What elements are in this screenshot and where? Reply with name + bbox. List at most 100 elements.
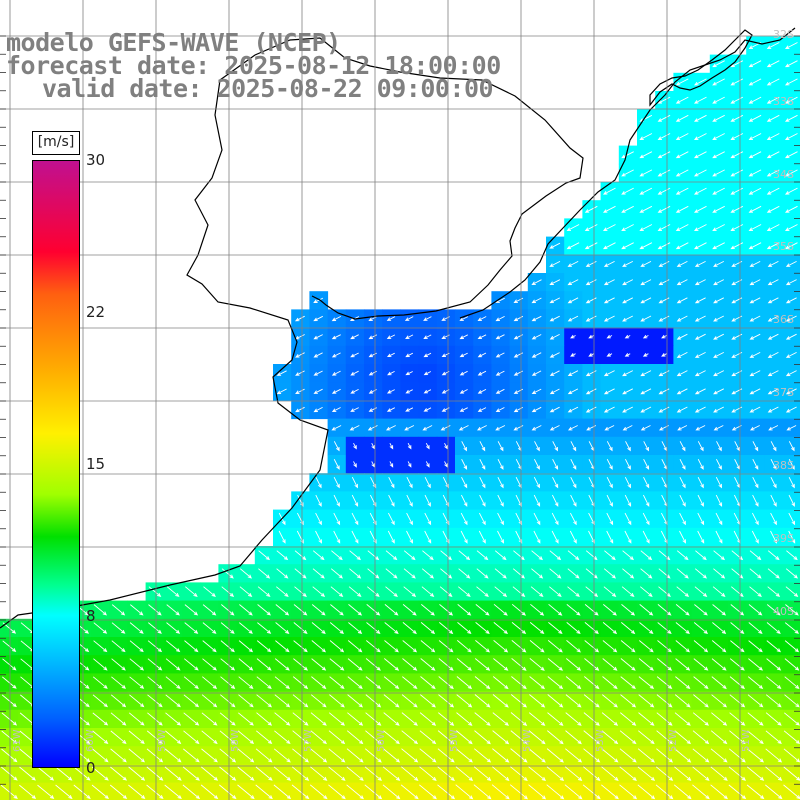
wind-arrow <box>346 748 364 763</box>
wind-arrow <box>424 530 432 544</box>
wind-arrow <box>273 784 292 800</box>
wind-arrow <box>602 224 616 231</box>
lon-label: 60W <box>85 729 96 752</box>
wind-arrow <box>350 352 359 358</box>
wind-arrow <box>383 748 401 763</box>
wind-arrow <box>622 315 634 322</box>
wind-arrow <box>692 730 710 745</box>
wind-arrow <box>312 550 325 561</box>
wind-arrow <box>385 425 396 431</box>
wind-arrow <box>202 676 218 689</box>
wind-arrow <box>676 333 688 340</box>
wind-arrow <box>766 676 782 689</box>
wind-arrow <box>751 530 759 544</box>
wind-arrow <box>658 568 671 579</box>
wind-arrow <box>438 658 454 671</box>
wind-arrow <box>511 603 527 616</box>
wind-arrow <box>293 658 309 671</box>
wind-arrow <box>713 351 725 358</box>
wind-arrow <box>221 568 234 579</box>
wind-arrow <box>546 748 564 763</box>
wind-arrow <box>386 316 396 321</box>
wind-arrow <box>405 352 414 358</box>
wind-arrow <box>258 550 270 561</box>
wind-arrow <box>567 297 579 304</box>
wind-arrow <box>312 586 326 597</box>
wind-arrow <box>694 315 706 322</box>
wind-arrow <box>639 151 653 159</box>
wind-arrow <box>350 388 359 394</box>
wind-arrow <box>785 370 797 377</box>
wind-arrow <box>333 512 341 526</box>
wind-arrow <box>274 676 291 689</box>
wind-arrow <box>495 315 505 322</box>
wind-arrow <box>458 568 471 579</box>
wind-arrow <box>274 694 291 708</box>
wind-arrow <box>492 730 510 745</box>
wind-speed-field <box>0 36 800 800</box>
wind-arrow <box>567 315 579 322</box>
wind-arrow <box>784 712 800 726</box>
wind-arrow <box>164 784 182 800</box>
wind-arrow <box>386 407 396 412</box>
wind-arrow <box>438 694 455 708</box>
wind-arrow <box>312 568 325 579</box>
wind-arrow <box>421 604 435 616</box>
wind-arrow <box>565 676 582 690</box>
wind-arrow <box>551 530 559 544</box>
wind-arrow <box>403 586 417 597</box>
wind-arrow <box>146 784 164 800</box>
wind-arrow <box>422 550 434 561</box>
wind-arrow <box>220 676 236 689</box>
wind-arrow <box>712 114 725 122</box>
wind-arrow <box>367 586 380 597</box>
wind-arrow <box>276 550 289 561</box>
wind-arrow <box>730 622 745 634</box>
wind-arrow <box>728 748 746 763</box>
wind-arrow <box>639 622 654 634</box>
wind-arrow <box>423 334 432 339</box>
wind-arrow <box>584 658 600 671</box>
wind-arrow <box>402 676 418 690</box>
wind-arrow <box>549 425 560 431</box>
wind-arrow <box>368 370 377 376</box>
wind-arrow <box>238 694 254 708</box>
wind-arrow <box>570 441 577 452</box>
wind-arrow <box>585 388 597 395</box>
wind-arrow <box>570 353 576 357</box>
wind-arrow <box>766 205 780 213</box>
wind-arrow <box>419 712 437 726</box>
wind-arrow <box>676 260 688 267</box>
wind-arrow <box>729 676 746 690</box>
wind-arrow <box>749 333 761 340</box>
wind-arrow <box>294 550 307 561</box>
wind-arrow <box>534 441 540 452</box>
wind-arrow <box>713 550 725 561</box>
wind-arrow <box>331 425 342 431</box>
wind-arrow <box>313 334 323 340</box>
valid-date: valid date: 2025-08-22 09:00:00 <box>42 74 494 103</box>
wind-arrow <box>329 622 344 634</box>
wind-arrow <box>747 712 764 726</box>
wind-arrow <box>606 441 613 452</box>
wind-arrow <box>128 748 145 763</box>
wind-arrow <box>622 406 634 413</box>
wind-arrow <box>693 205 707 213</box>
wind-arrow <box>546 766 565 781</box>
wind-arrow <box>693 187 707 195</box>
wind-arrow <box>384 640 399 653</box>
wind-arrow <box>529 622 545 635</box>
wind-arrow <box>770 458 777 470</box>
wind-arrow <box>494 550 507 561</box>
wind-arrow <box>185 586 198 597</box>
wind-arrow <box>439 604 454 616</box>
wind-arrow <box>256 640 272 653</box>
wind-arrow <box>274 712 291 726</box>
wind-arrow <box>444 461 448 468</box>
wind-arrow <box>425 461 430 468</box>
wind-arrow <box>620 712 637 726</box>
wind-arrow <box>752 458 759 470</box>
wind-arrow <box>584 242 598 250</box>
wind-arrow <box>383 676 400 690</box>
